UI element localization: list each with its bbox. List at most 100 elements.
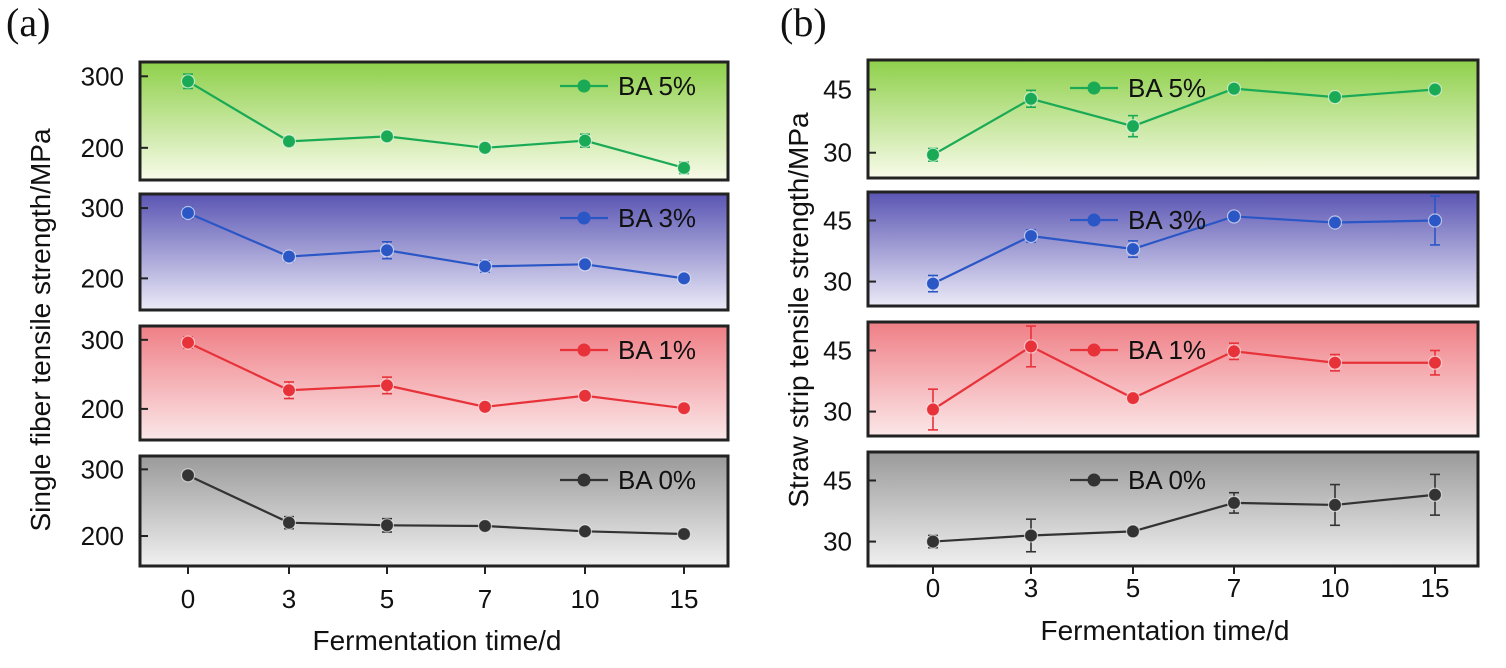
panel-b-label: (b) — [780, 0, 827, 45]
data-point — [925, 147, 941, 162]
series-line — [187, 474, 685, 536]
x-tick-label: 10 — [571, 584, 600, 614]
panel-a: (a) Single fiber tensile strength/MPa Fe… — [6, 0, 730, 656]
legend-marker — [577, 211, 591, 225]
y-tick-label: 30 — [823, 397, 852, 427]
subplot-frame — [138, 192, 730, 312]
series-group-b-2: 30 45 BA 1% — [823, 320, 1480, 438]
legend-label: BA 1% — [1128, 335, 1206, 365]
y-tick-label: 45 — [823, 75, 852, 105]
data-point — [180, 468, 196, 483]
data-point — [477, 259, 493, 274]
data-point — [281, 515, 297, 530]
data-point — [281, 249, 297, 264]
data-point — [925, 276, 941, 291]
legend-marker — [577, 343, 591, 357]
data-point — [1226, 209, 1242, 224]
data-point — [1023, 228, 1039, 244]
data-point — [676, 526, 692, 542]
x-tick-label: 5 — [380, 584, 394, 614]
data-point — [1327, 89, 1343, 105]
series-line — [932, 87, 1436, 156]
series-line — [187, 341, 685, 410]
y-tick-label: 200 — [81, 133, 124, 163]
x-tick-label: 5 — [1126, 573, 1140, 603]
subplot-frame — [138, 60, 730, 182]
subplot-frame — [866, 58, 1480, 180]
data-point — [281, 134, 297, 149]
data-point — [1125, 524, 1141, 539]
subplot-frame — [866, 190, 1480, 308]
x-tick-label: 7 — [1227, 573, 1241, 603]
legend-marker — [1087, 473, 1101, 487]
legend-label: BA 0% — [618, 465, 696, 495]
series-line — [932, 493, 1436, 543]
data-point — [1327, 215, 1343, 230]
y-tick-label: 200 — [81, 394, 124, 424]
panel-b-y-axis-label: Straw strip tensile strength/MPa — [783, 112, 814, 508]
data-point — [477, 399, 493, 414]
series-group-a-3: 200 300 BA 0% — [81, 454, 730, 568]
data-point — [477, 518, 493, 534]
legend-marker — [1087, 343, 1101, 357]
legend-marker — [1087, 213, 1101, 227]
legend-label: BA 3% — [618, 203, 696, 233]
data-point — [1427, 213, 1443, 228]
data-point — [577, 524, 593, 539]
series-group-b-0: 30 45 BA 5% — [823, 58, 1480, 180]
panel-a-x-axis-label: Fermentation time/d — [313, 625, 562, 656]
panel-a-label: (a) — [6, 0, 50, 45]
series-group-a-0: 200 300 BA 5% — [81, 60, 730, 182]
data-point — [379, 378, 395, 393]
data-point — [1226, 344, 1242, 359]
series-group-a-1: 200 300 BA 3% — [81, 192, 730, 312]
panel-b-x-axis-label: Fermentation time/d — [1041, 615, 1290, 646]
data-point — [477, 140, 493, 155]
data-point — [379, 129, 395, 144]
data-point — [180, 335, 196, 350]
data-point — [577, 133, 593, 148]
legend-label: BA 1% — [618, 335, 696, 365]
legend-label: BA 3% — [1128, 205, 1206, 235]
data-point — [676, 271, 692, 286]
series-group-a-2: 200 300 BA 1% — [81, 324, 730, 442]
legend-label: BA 5% — [1128, 73, 1206, 103]
series-line — [932, 215, 1436, 285]
y-tick-label: 45 — [823, 466, 852, 496]
series-group-b-1: 30 45 BA 3% — [823, 190, 1480, 308]
legend-marker — [1087, 81, 1101, 95]
data-point — [1427, 82, 1443, 97]
legend-marker — [577, 473, 591, 487]
subplot-frame — [138, 454, 730, 568]
y-tick-label: 30 — [823, 138, 852, 168]
series-line — [932, 345, 1435, 411]
data-point — [1023, 528, 1039, 543]
subplot-frame — [866, 450, 1480, 568]
y-tick-label: 300 — [81, 454, 124, 484]
data-point — [577, 257, 593, 272]
data-point — [379, 518, 395, 533]
data-point — [1327, 355, 1343, 370]
y-tick-label: 200 — [81, 263, 124, 293]
x-tick-label: 10 — [1321, 573, 1350, 603]
data-point — [180, 205, 196, 221]
data-point — [1125, 241, 1141, 257]
legend-label: BA 0% — [1128, 465, 1206, 495]
data-point — [1023, 91, 1039, 106]
legend-label: BA 5% — [618, 71, 696, 101]
data-point — [1125, 391, 1141, 406]
data-point — [676, 401, 692, 416]
x-tick-label: 3 — [1024, 573, 1038, 603]
data-point — [925, 402, 941, 417]
x-tick-label: 0 — [181, 584, 195, 614]
panel-b: (b) Straw strip tensile strength/MPa Fer… — [780, 0, 1480, 646]
y-tick-label: 300 — [81, 325, 124, 355]
data-point — [1427, 355, 1443, 370]
y-tick-label: 45 — [823, 336, 852, 366]
x-tick-label: 0 — [926, 573, 940, 603]
panel-a-y-axis-label: Single fiber tensile strength/MPa — [25, 128, 56, 532]
data-point — [676, 160, 692, 175]
y-tick-label: 300 — [81, 61, 124, 91]
data-point — [180, 74, 196, 89]
y-tick-label: 30 — [823, 527, 852, 557]
